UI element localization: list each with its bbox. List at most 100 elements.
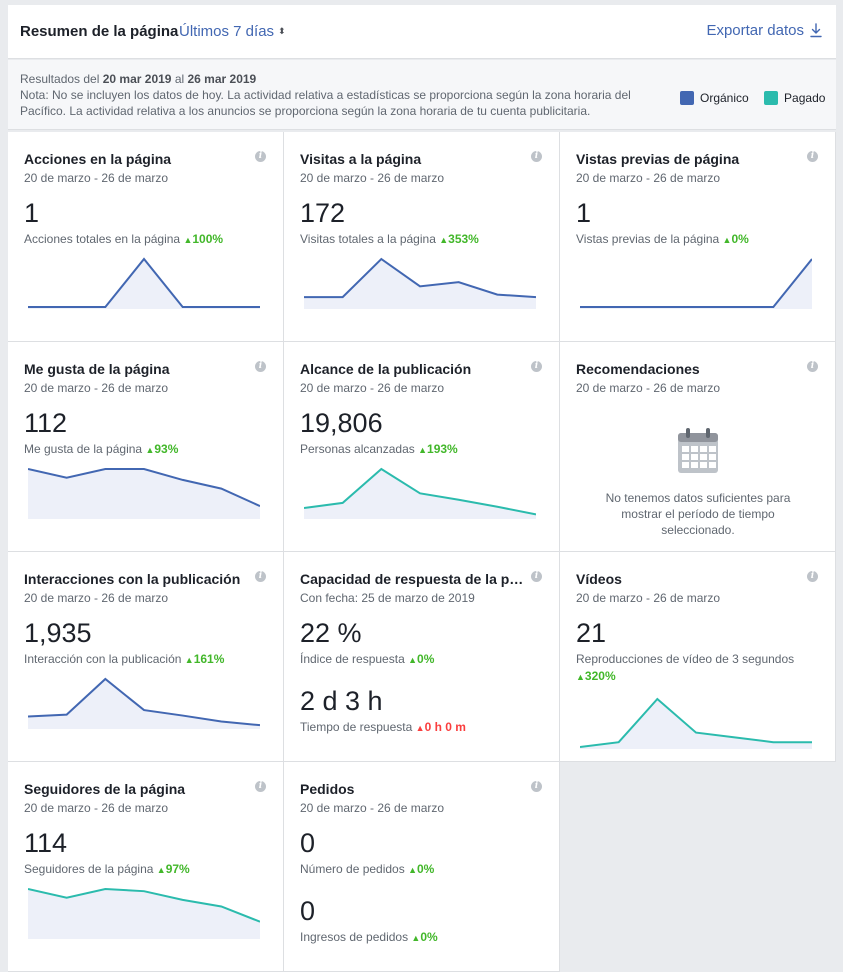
card-title: Vistas previas de página	[576, 151, 740, 167]
info-icon[interactable]: i	[255, 151, 266, 162]
results-mid: al	[174, 72, 185, 86]
triangle-up-icon: ▲	[722, 235, 732, 245]
metric-card[interactable]: Alcance de la publicación 20 de marzo - 2…	[284, 342, 560, 552]
card-title: Pedidos	[300, 781, 355, 797]
metric-change: ▲93%	[145, 442, 178, 456]
metric-caption-text: Índice de respuesta	[300, 652, 405, 666]
card-title: Me gusta de la página	[24, 361, 170, 377]
card-date: 20 de marzo - 26 de marzo	[24, 801, 169, 815]
info-icon[interactable]: i	[255, 361, 266, 372]
info-icon[interactable]: i	[531, 781, 542, 792]
triangle-up-icon: ▲	[418, 445, 428, 455]
metric-caption-text: Vistas previas de la página	[576, 232, 720, 246]
date-to: 26 mar 2019	[187, 72, 257, 86]
card-date: 20 de marzo - 26 de marzo	[300, 801, 445, 815]
metric-change: ▲0%	[408, 652, 434, 666]
metric-card[interactable]: Seguidores de la página 20 de marzo - 26 …	[8, 762, 284, 972]
metric-card[interactable]: Recomendaciones 20 de marzo - 26 de marzo…	[560, 342, 836, 552]
metric-card[interactable]: Me gusta de la página 20 de marzo - 26 de…	[8, 342, 284, 552]
info-icon[interactable]: i	[255, 781, 266, 792]
metric-caption-text: Número de pedidos	[300, 862, 405, 876]
secondary-change: ▲0%	[411, 930, 437, 944]
metric-caption: Acciones totales en la página ▲100%	[24, 232, 223, 246]
card-date: 20 de marzo - 26 de marzo	[576, 171, 721, 185]
metric-card[interactable]: Capacidad de respuesta de la página Con f…	[284, 552, 560, 762]
secondary-change: ▲0 h 0 m	[416, 720, 466, 734]
card-date: 20 de marzo - 26 de marzo	[24, 591, 169, 605]
info-icon[interactable]: i	[807, 151, 818, 162]
metric-change-value: 320%	[584, 669, 616, 683]
paid-swatch	[764, 91, 779, 105]
sparkline-area	[304, 259, 536, 309]
sparkline-chart	[28, 257, 260, 309]
metric-change-value: 97%	[165, 862, 190, 876]
triangle-up-icon: ▲	[408, 865, 417, 875]
period-label: Últimos 7 días	[179, 23, 275, 40]
sparkline-chart	[580, 258, 812, 309]
secondary-change-value: 0%	[420, 930, 438, 944]
triangle-up-icon: ▲	[408, 655, 418, 665]
metric-caption-text: Interacción con la publicación	[24, 652, 182, 666]
empty-state: No tenemos datos suficientes para mostra…	[560, 427, 836, 538]
info-icon[interactable]: i	[531, 361, 542, 372]
metric-caption-text: Acciones totales en la página	[24, 232, 181, 246]
calendar-icon	[678, 428, 718, 473]
sparkline-area	[28, 679, 260, 729]
metric-caption: Vistas previas de la página ▲0%	[576, 232, 749, 246]
metric-change-value: 193%	[427, 442, 458, 456]
metric-caption: Visitas totales a la página ▲353%	[300, 232, 479, 246]
sparkline-line	[580, 258, 812, 308]
triangle-up-icon: ▲	[156, 865, 166, 875]
card-title: Alcance de la publicación	[300, 361, 472, 377]
metric-value: 19,806	[300, 408, 383, 438]
info-icon[interactable]: i	[531, 571, 542, 582]
sparkline-chart	[28, 677, 260, 729]
sparkline-area	[28, 469, 260, 519]
card-date: 20 de marzo - 26 de marzo	[24, 381, 169, 395]
sparkline-line	[580, 697, 812, 748]
metric-card[interactable]: Vídeos 20 de marzo - 26 de marzo i 21 Reprod…	[560, 552, 836, 762]
export-label: Exportar datos	[706, 22, 804, 39]
triangle-up-icon: ▲	[145, 445, 155, 455]
summary-header: Resumen de la página Últimos 7 días ⬍ Exp…	[8, 5, 836, 59]
metric-card[interactable]: Interacciones con la publicación 20 de ma…	[8, 552, 284, 762]
export-data-link[interactable]: Exportar datos	[706, 22, 822, 39]
metric-value: 1	[576, 198, 592, 228]
page-title: Resumen de la página	[20, 23, 179, 40]
metric-caption: Índice de respuesta ▲0%	[300, 652, 434, 666]
metric-card[interactable]: Vistas previas de página 20 de marzo - 26…	[560, 132, 836, 342]
card-title: Visitas a la página	[300, 151, 422, 167]
card-title: Interacciones con la publicación	[24, 571, 241, 587]
card-title: Seguidores de la página	[24, 781, 186, 797]
metric-change: ▲97%	[157, 862, 190, 876]
metric-card[interactable]: Acciones en la página 20 de marzo - 26 de…	[8, 132, 284, 342]
metric-change-line: ▲320%	[576, 669, 616, 683]
metric-caption: Personas alcanzadas ▲193%	[300, 442, 458, 456]
metric-change: ▲0%	[723, 232, 749, 246]
info-icon[interactable]: i	[807, 571, 818, 582]
triangle-up-icon: ▲	[576, 672, 585, 682]
sort-caret-icon: ⬍	[278, 26, 286, 36]
metric-change-value: 0%	[417, 652, 435, 666]
period-dropdown[interactable]: Últimos 7 días ⬍	[179, 23, 286, 40]
triangle-up-icon: ▲	[411, 933, 421, 943]
metric-card[interactable]: Pedidos 20 de marzo - 26 de marzo i 0 Número…	[284, 762, 560, 972]
date-from: 20 mar 2019	[102, 72, 172, 86]
secondary-value: 0	[300, 896, 316, 926]
metric-card[interactable]: Visitas a la página 20 de marzo - 26 de m…	[284, 132, 560, 342]
legend-organic-label: Orgánico	[700, 91, 749, 105]
info-icon[interactable]: i	[255, 571, 266, 582]
metric-change: ▲100%	[183, 232, 223, 246]
sparkline-chart	[28, 468, 260, 519]
info-icon[interactable]: i	[807, 361, 818, 372]
sparkline-line	[28, 677, 260, 727]
timezone-note: Nota: No se incluyen los datos de hoy. L…	[20, 88, 631, 118]
results-prefix: Resultados del	[20, 72, 100, 86]
empty-grid-cell	[560, 762, 836, 972]
card-title: Capacidad de respuesta de la página	[300, 571, 528, 587]
metric-value: 172	[300, 198, 346, 228]
sparkline-area	[28, 259, 260, 309]
info-icon[interactable]: i	[531, 151, 542, 162]
metric-change-value: 353%	[448, 232, 479, 246]
organic-swatch	[680, 91, 694, 105]
